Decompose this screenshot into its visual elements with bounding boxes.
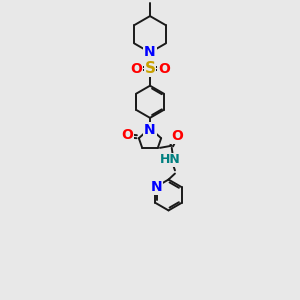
Text: O: O bbox=[171, 129, 183, 143]
Text: O: O bbox=[158, 61, 170, 76]
Text: HN: HN bbox=[160, 153, 181, 166]
Text: N: N bbox=[144, 123, 156, 136]
Text: S: S bbox=[145, 61, 155, 76]
Text: N: N bbox=[144, 46, 156, 59]
Text: N: N bbox=[151, 180, 163, 194]
Text: O: O bbox=[121, 128, 133, 142]
Text: O: O bbox=[130, 61, 142, 76]
